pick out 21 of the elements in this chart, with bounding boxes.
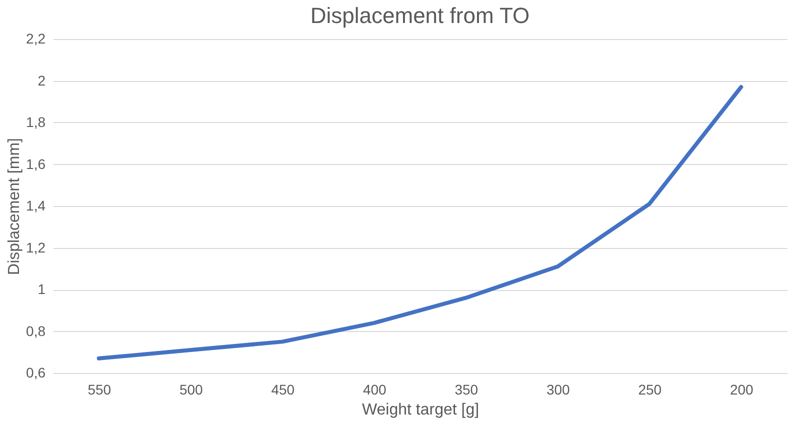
y-tick-label: 1,2	[26, 239, 46, 256]
y-tick-label: 2,2	[26, 30, 46, 46]
y-tick-label: 0,8	[26, 322, 46, 339]
y-tick-label: 2	[38, 72, 46, 88]
x-tick-label: 250	[638, 382, 662, 398]
y-tick-label: 0,6	[26, 364, 46, 380]
x-tick-label: 200	[730, 382, 754, 398]
x-tick-label: 500	[179, 382, 204, 398]
y-axis-title: Displacement [mm]	[6, 138, 24, 275]
y-tick-label: 1,6	[26, 156, 46, 172]
x-tick-label: 550	[88, 382, 112, 398]
x-tick-label: 300	[546, 382, 570, 398]
line-series	[96, 85, 744, 360]
x-tick-label: 350	[454, 382, 478, 398]
x-tick-label: 400	[362, 382, 387, 398]
y-tick-label: 1	[38, 281, 46, 297]
y-tick-label: 1,8	[26, 114, 46, 130]
x-tick-label: 450	[271, 382, 295, 398]
y-tick-label: 1,4	[26, 198, 46, 214]
chart-title: Displacement from TO	[310, 3, 530, 28]
x-axis-title: Weight target [g]	[362, 402, 480, 418]
